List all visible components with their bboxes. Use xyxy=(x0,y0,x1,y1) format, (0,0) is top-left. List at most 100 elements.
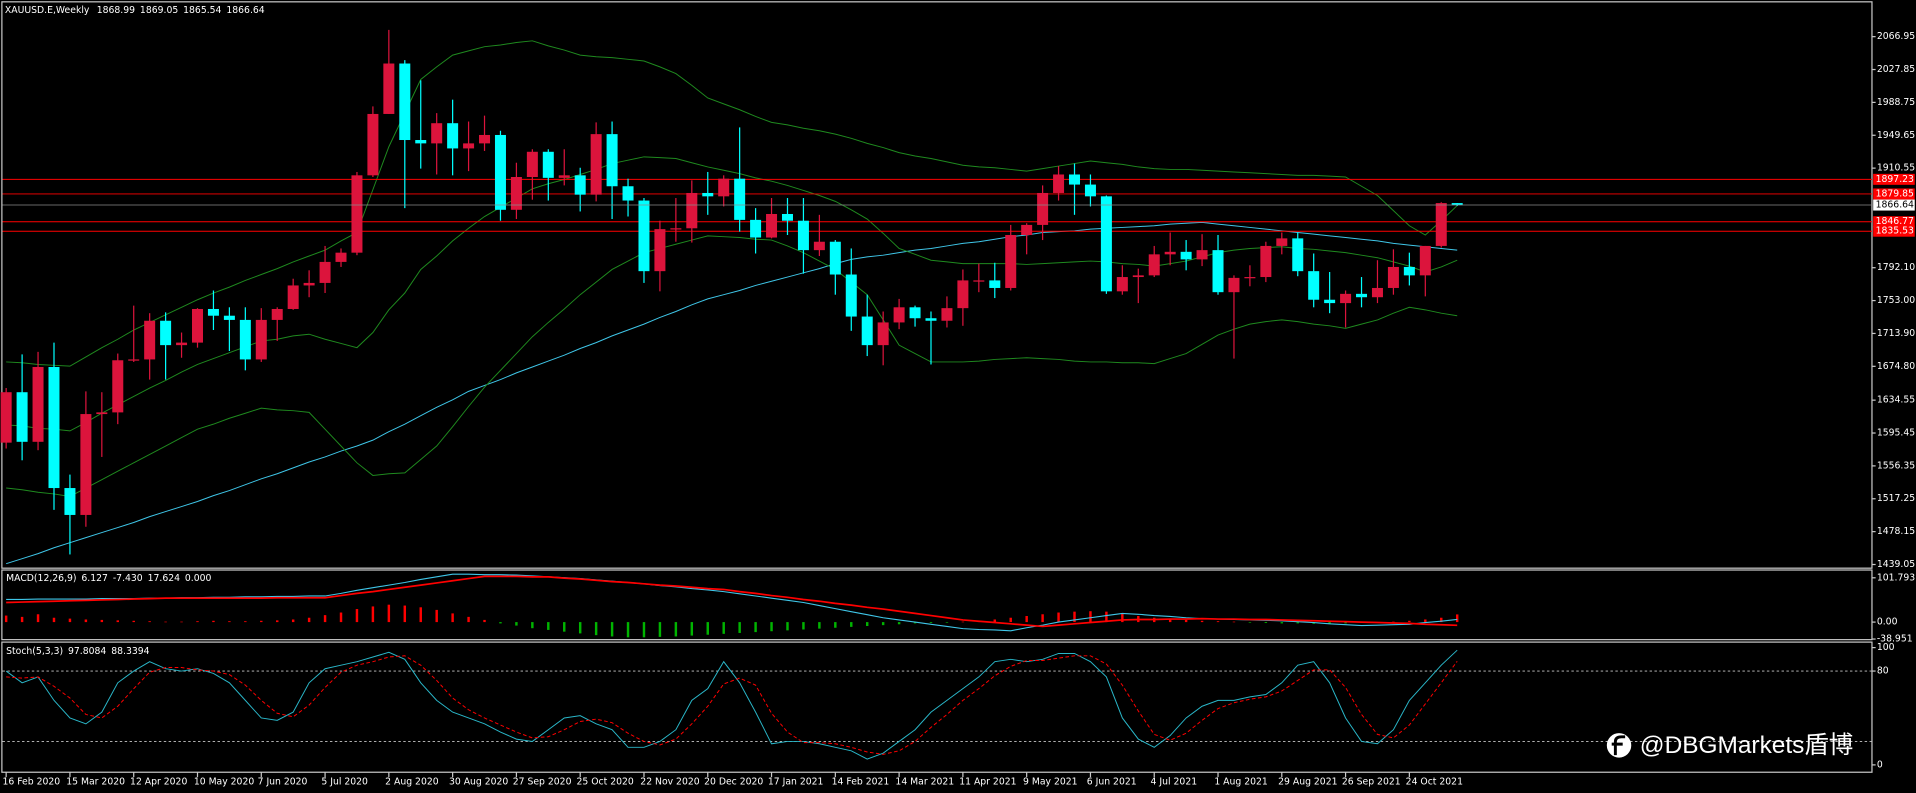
macd-histogram-bar xyxy=(547,622,550,630)
macd-histogram-bar xyxy=(515,622,518,626)
y-tick-label: 1910.55 xyxy=(1877,163,1915,174)
x-tick-label: 4 Jul 2021 xyxy=(1151,777,1198,788)
candle-body xyxy=(1387,266,1399,288)
macd-histogram-bar xyxy=(642,622,646,638)
macd-line xyxy=(6,575,1458,628)
macd-histogram-bar xyxy=(1424,619,1427,623)
macd-histogram-bar xyxy=(164,621,167,623)
candle-body xyxy=(877,322,889,346)
candle-body xyxy=(1021,224,1033,236)
last-price-tag xyxy=(1873,199,1915,211)
x-tick-label: 6 Jun 2021 xyxy=(1087,777,1137,788)
macd-histogram-bar xyxy=(116,620,119,623)
y-tick-label: 0.00 xyxy=(1877,617,1898,628)
macd-panel-frame xyxy=(1,569,1873,641)
macd-histogram-bar xyxy=(148,621,151,623)
candle-body xyxy=(415,140,427,144)
macd-histogram-bar xyxy=(1025,616,1028,623)
candle-body xyxy=(718,178,730,197)
y-tick-label: 1753.00 xyxy=(1877,295,1915,306)
x-tick-label: 14 Mar 2021 xyxy=(895,777,954,788)
y-tick-label: 1634.55 xyxy=(1877,395,1915,406)
watermark: @DBGMarkets盾博 xyxy=(1606,732,1853,759)
macd-histogram-bar xyxy=(307,617,311,623)
last-price-label: 1866.64 xyxy=(1876,200,1914,211)
macd-histogram-bar xyxy=(1264,622,1268,623)
candle-body xyxy=(479,134,491,144)
x-tick-label: 20 Dec 2020 xyxy=(704,777,763,788)
y-tick-label: 2027.85 xyxy=(1877,64,1915,75)
macd-histogram-bar xyxy=(993,619,997,623)
macd-histogram-bar xyxy=(1248,622,1252,623)
macd-histogram-bar xyxy=(626,622,630,638)
candle-body xyxy=(1132,275,1144,278)
candle-body xyxy=(1164,251,1176,255)
y-tick-label: 1988.75 xyxy=(1877,97,1915,108)
candle-body xyxy=(1403,266,1415,276)
macd-histogram-bar xyxy=(738,622,741,633)
candle-body xyxy=(813,241,825,251)
candle-body xyxy=(989,280,1001,288)
macd-histogram-bar xyxy=(897,622,901,625)
macd-histogram-bar xyxy=(722,622,725,634)
macd-histogram-bar xyxy=(260,620,263,623)
macd-histogram-bar xyxy=(52,617,56,623)
candle-body xyxy=(128,359,140,361)
macd-histogram-bar xyxy=(4,615,8,623)
x-tick-label: 14 Feb 2021 xyxy=(832,777,890,788)
macd-histogram-bar xyxy=(483,619,486,623)
candle-body xyxy=(654,229,666,272)
candle-body xyxy=(670,228,682,230)
candle-body xyxy=(1244,277,1256,279)
macd-histogram-bar xyxy=(132,620,135,623)
candle-body xyxy=(1324,299,1336,304)
candle-body xyxy=(463,143,475,149)
y-tick-label: 0 xyxy=(1877,759,1883,770)
macd-histogram-bar xyxy=(339,612,343,623)
macd-histogram-bar xyxy=(865,622,869,627)
candle-body xyxy=(319,261,331,283)
level-tag xyxy=(1873,173,1915,185)
candle-body xyxy=(734,178,746,220)
macd-histogram-bar xyxy=(451,613,454,623)
macd-readout: MACD(12,26,9) 6.127 -7.430 17.624 0.000 xyxy=(6,572,211,583)
candle-body xyxy=(845,274,857,317)
x-tick-label: 29 Aug 2021 xyxy=(1278,777,1337,788)
y-tick-label: 2066.95 xyxy=(1877,31,1915,42)
indicator-line xyxy=(6,235,1458,497)
macd-histogram-bar xyxy=(786,622,789,631)
macd-histogram-bar xyxy=(68,618,72,623)
macd-histogram-bar xyxy=(1184,619,1188,623)
macd-histogram-bar xyxy=(913,622,917,624)
candle-body xyxy=(909,307,921,319)
level-tag xyxy=(1873,216,1915,228)
macd-histogram-bar xyxy=(1392,621,1395,623)
level-label: 1897.23 xyxy=(1876,174,1914,185)
macd-signal-readout: -7.430 xyxy=(113,572,143,583)
x-tick-label: 7 Jun 2020 xyxy=(258,777,308,788)
macd-histogram-bar xyxy=(1200,620,1204,623)
candle-body xyxy=(590,134,602,195)
x-tick-label: 11 Apr 2021 xyxy=(959,777,1016,788)
candle-body xyxy=(1069,174,1081,185)
y-tick-label: -38.951 xyxy=(1877,634,1913,645)
candle-body xyxy=(1419,245,1431,276)
candle-body xyxy=(383,63,395,114)
candle-body xyxy=(526,151,538,178)
macd-histogram-bar xyxy=(961,621,965,623)
level-label: 1835.53 xyxy=(1876,226,1914,237)
y-tick-label: 100 xyxy=(1877,642,1895,653)
macd-histogram-bar xyxy=(706,622,709,635)
low-readout: 1865.54 xyxy=(183,4,221,15)
macd-histogram-bar xyxy=(1455,614,1459,623)
candle-body xyxy=(239,319,251,360)
candle-body xyxy=(351,175,363,253)
macd-histogram-bar xyxy=(1328,622,1331,624)
candle-body xyxy=(1292,238,1304,272)
plot-layer: 2066.95 2027.85 1988.75 1949.65 1910.55 1792.… xyxy=(0,29,1915,788)
macd-histogram-bar xyxy=(355,609,359,623)
candle-body xyxy=(367,113,379,176)
candle-body xyxy=(112,360,124,413)
candle-body xyxy=(255,319,267,360)
